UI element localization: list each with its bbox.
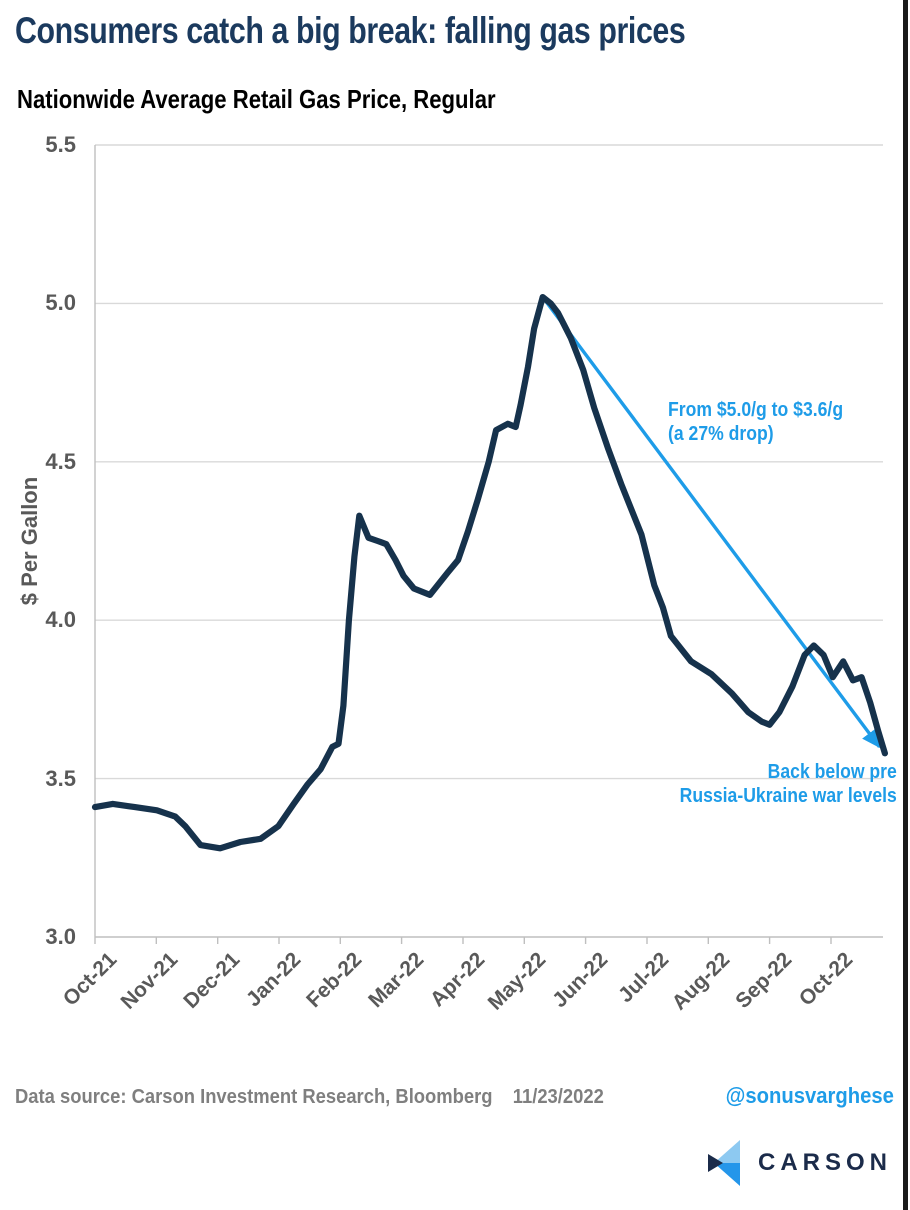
price-line [91,294,889,852]
trend-arrow [541,296,881,749]
y-tick-label: 5.5 [45,132,76,157]
logo-bottom-triangle [713,1163,740,1186]
y-axis-title: $ Per Gallon [17,476,42,606]
chart-subtitle: Nationwide Average Retail Gas Price, Reg… [17,84,496,114]
data-source-text: Data source: Carson Investment Research,… [15,1086,493,1108]
annotation-price-drop-line1: From $5.0/g to $3.6/g [668,399,844,421]
y-tick-label: 3.0 [45,924,76,949]
carson-logo-text: CARSON [757,1149,892,1176]
annotation-war-levels-line1: Back below pre [767,761,897,783]
annotation-price-drop: From $5.0/g to $3.6/g (a 27% drop) [668,398,843,446]
carson-logo-icon [707,1140,740,1186]
annotation-price-drop-line2: (a 27% drop) [668,423,774,445]
page-title: Consumers catch a big break: falling gas… [15,10,686,51]
carson-logo: CARSON [707,1138,892,1188]
data-source-note: Data source: Carson Investment Research,… [15,1086,604,1109]
y-tick-label: 4.0 [45,607,76,632]
right-frame-edge [903,0,908,1210]
annotation-war-levels-line2: Russia-Ukraine war levels [679,785,897,807]
logo-top-triangle [713,1140,740,1163]
y-tick-label: 5.0 [45,290,76,315]
chart-date: 11/23/2022 [512,1086,604,1108]
y-tick-label: 4.5 [45,449,76,474]
logo-arrow-triangle [707,1154,723,1172]
annotation-war-levels: Back below pre Russia-Ukraine war levels [680,760,897,808]
twitter-handle: @sonusvarghese [725,1083,894,1108]
y-tick-label: 3.5 [45,766,76,791]
